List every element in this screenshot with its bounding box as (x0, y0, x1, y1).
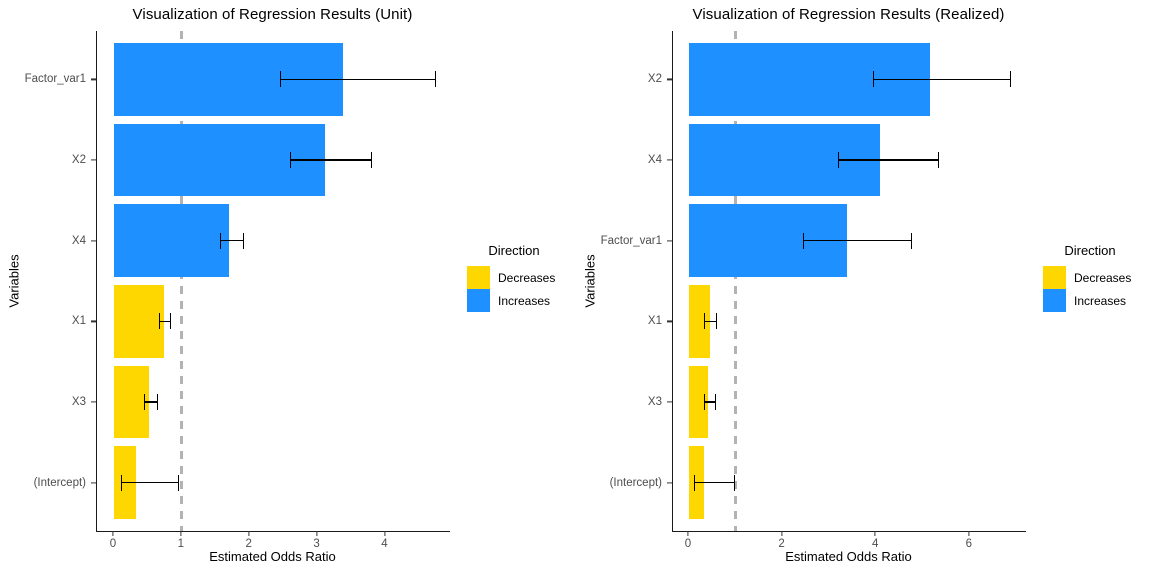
y-axis-label-(Intercept): (Intercept) (609, 476, 662, 489)
x-axis: 0 1 2 3 4 (96, 531, 449, 557)
y-tick-mark (91, 78, 96, 80)
errorbar-X2 (289, 152, 372, 169)
y-axis-labels: Factor_var1 X2 X4 X1 X3 (Intercept) (0, 31, 96, 531)
x-tick-label: 2 (245, 538, 252, 550)
bar-X4 (113, 204, 229, 277)
errorbar-X2 (873, 71, 1012, 88)
legend-key-label: Increases (498, 293, 551, 308)
x-tick-label: 6 (965, 538, 973, 550)
y-tick-mark (667, 320, 672, 322)
y-tick-mark (91, 482, 96, 484)
legend-key-increases: Increases (1043, 289, 1151, 312)
x-tick-label: 2 (778, 538, 785, 550)
y-axis-label-X2: X2 (647, 73, 662, 86)
legend-swatch-decreases (1043, 266, 1066, 289)
errorbar-(Intercept) (121, 474, 180, 491)
errorbar-X4 (219, 232, 245, 249)
x-tick-mark (112, 531, 114, 536)
plot-panel (96, 31, 450, 532)
x-axis: 0 2 4 6 (672, 531, 1025, 557)
x-axis-title: Estimated Odds Ratio (209, 549, 336, 564)
legend-key-decreases: Decreases (1043, 266, 1151, 289)
x-tick-label: 3 (313, 538, 320, 550)
y-tick-mark (667, 159, 672, 161)
x-tick-label: 0 (109, 538, 117, 550)
x-tick-label: 0 (684, 538, 692, 550)
errorbar-X4 (838, 152, 940, 169)
y-tick-mark (667, 240, 672, 242)
legend-title: Direction (1064, 243, 1116, 258)
x-tick-mark (316, 531, 318, 536)
x-tick-mark (687, 531, 689, 536)
errorbar-(Intercept) (694, 474, 736, 491)
x-tick-mark (780, 531, 783, 536)
y-tick-mark (91, 401, 96, 403)
y-tick-mark (667, 78, 672, 80)
x-tick-label: 1 (177, 538, 185, 550)
regression-plot-unit: Visualization of Regression Results (Uni… (0, 6, 575, 564)
regression-plot-realized: Visualization of Regression Results (Rea… (576, 0, 1152, 576)
y-axis-labels: X2 X4 Factor_var1 X1 X3 (Intercept) (576, 31, 672, 531)
plot-title: Visualization of Regression Results (Uni… (132, 6, 413, 23)
errorbar-X1 (158, 313, 171, 330)
y-tick-mark (667, 482, 672, 484)
legend-key-decreases: Decreases (467, 266, 575, 289)
y-tick-mark (91, 320, 96, 322)
legend-swatch-increases (467, 289, 490, 312)
legend-key-label: Increases (1074, 293, 1127, 308)
legend-title: Direction (488, 243, 540, 258)
errorbar-X3 (703, 393, 716, 410)
reference-line-x1 (180, 31, 184, 531)
legend-swatch-decreases (467, 266, 490, 289)
y-axis-label-X4: X4 (647, 154, 662, 167)
legend-swatch-increases (1043, 289, 1066, 312)
legend-key-increases: Increases (467, 289, 575, 312)
bar-X1 (113, 285, 165, 358)
errorbar-X3 (143, 393, 159, 410)
legend-key-label: Decreases (498, 270, 556, 285)
y-tick-mark (667, 401, 672, 403)
y-axis-label-X1: X1 (71, 315, 86, 328)
legend-keys: Decreases Increases (1043, 266, 1151, 312)
x-tick-mark (248, 531, 250, 536)
legend: Direction Decreases Increases (467, 243, 575, 312)
x-tick-label: 4 (381, 538, 388, 550)
y-axis-label-X1: X1 (647, 315, 662, 328)
legend-key-label: Decreases (1074, 270, 1132, 285)
legend: Direction Decreases Increases (1043, 243, 1151, 312)
errorbar-Factor_var1 (802, 232, 912, 249)
y-axis-label-X2: X2 (71, 154, 86, 167)
y-tick-mark (91, 159, 96, 161)
y-axis-label-X3: X3 (71, 395, 86, 408)
x-tick-mark (874, 531, 876, 536)
bar-X1 (688, 285, 710, 358)
y-tick-mark (91, 240, 96, 242)
legend-keys: Decreases Increases (467, 266, 575, 312)
errorbar-Factor_var1 (279, 71, 436, 88)
x-tick-mark (968, 531, 970, 536)
y-axis-label-Factor_var1: Factor_var1 (24, 73, 86, 86)
y-axis-label-Factor_var1: Factor_var1 (600, 234, 662, 247)
bar-X3 (113, 365, 150, 439)
errorbar-X1 (704, 313, 718, 330)
y-axis-label-X4: X4 (71, 234, 86, 247)
bar-X3 (688, 365, 709, 439)
x-tick-mark (383, 531, 386, 536)
x-tick-mark (180, 531, 182, 536)
y-axis-label-(Intercept): (Intercept) (33, 476, 86, 489)
reference-line-x1 (734, 31, 738, 531)
plot-panel (672, 31, 1026, 532)
plot-title: Visualization of Regression Results (Rea… (692, 6, 1005, 23)
x-tick-label: 4 (871, 538, 879, 550)
y-axis-label-X3: X3 (647, 395, 662, 408)
x-axis-title: Estimated Odds Ratio (785, 549, 912, 564)
